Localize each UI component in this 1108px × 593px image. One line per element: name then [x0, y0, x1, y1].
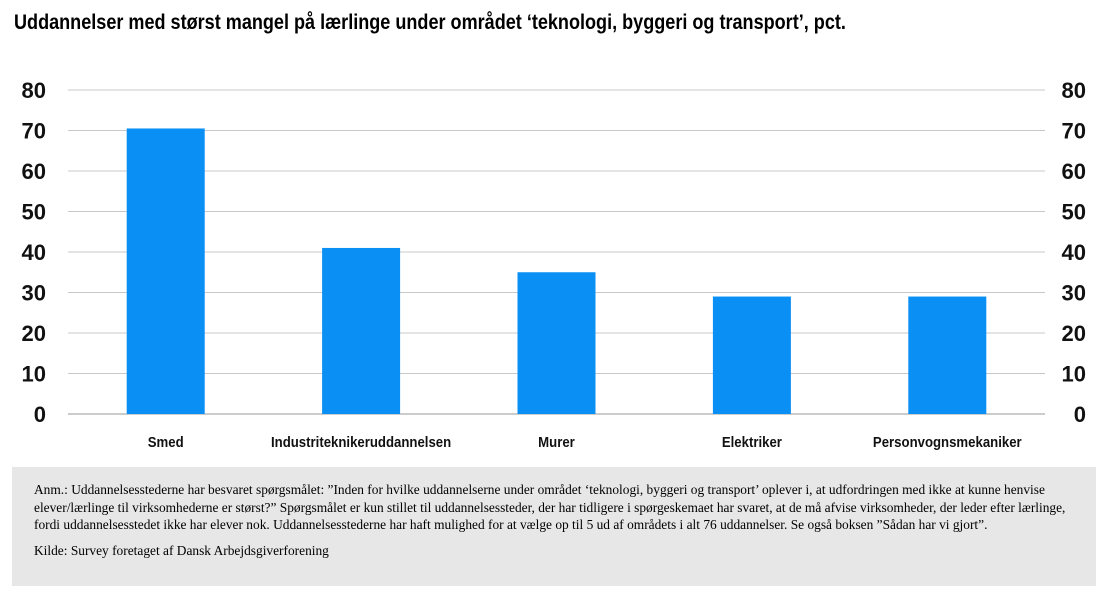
bar [712, 296, 791, 414]
bar [908, 296, 987, 414]
y-tick-label-right: 50 [1062, 200, 1086, 225]
y-tick-label-right: 10 [1062, 362, 1086, 387]
source-note: Kilde: Survey foretaget af Dansk Arbejds… [34, 542, 329, 558]
y-tick-label-right: 70 [1062, 119, 1086, 144]
y-tick-label-left: 20 [22, 321, 46, 346]
bar [517, 272, 596, 414]
category-label: Industriteknikeruddannelsen [271, 433, 451, 450]
y-tick-label-right: 40 [1062, 240, 1086, 265]
category-label: Elektriker [722, 433, 783, 450]
chart-title: Uddannelser med størst mangel på lærling… [14, 11, 846, 34]
notes-box: Anm.: Uddannelsesstederne har besvaret s… [12, 467, 1096, 586]
y-tick-label-left: 80 [22, 78, 46, 103]
y-tick-label-right: 80 [1062, 78, 1086, 103]
y-tick-label-right: 0 [1074, 402, 1086, 427]
y-tick-label-left: 60 [22, 159, 46, 184]
y-tick-label-right: 60 [1062, 159, 1086, 184]
bar [126, 128, 205, 414]
y-tick-label-left: 30 [22, 281, 46, 306]
category-label: Murer [538, 433, 575, 450]
category-label: Smed [148, 433, 184, 450]
y-tick-label-left: 40 [22, 240, 46, 265]
annotation-note: Anm.: Uddannelsesstederne har besvaret s… [34, 482, 1066, 532]
y-tick-label-right: 30 [1062, 281, 1086, 306]
y-tick-label-left: 50 [22, 200, 46, 225]
category-label: Personvognsmekaniker [873, 433, 1022, 450]
bar-chart: 0 0 10 10 20 20 30 30 40 40 50 50 60 60 70 70 80 80 Smed In… [22, 78, 1086, 450]
y-tick-label-right: 20 [1062, 321, 1086, 346]
y-tick-label-left: 10 [22, 362, 46, 387]
y-tick-label-left: 70 [22, 119, 46, 144]
bar [322, 247, 401, 414]
y-tick-label-left: 0 [34, 402, 46, 427]
